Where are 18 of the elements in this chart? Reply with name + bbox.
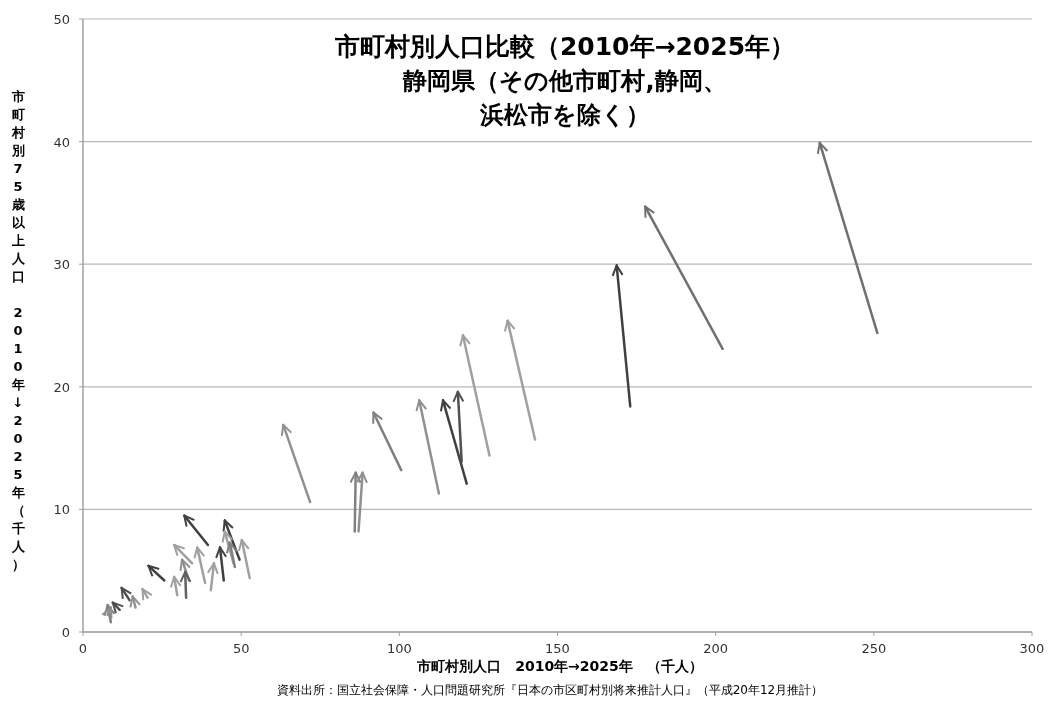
text: 市町村別人口比較（2010年→2025年） — [333, 31, 797, 63]
y-tick-label: 0 — [61, 625, 70, 640]
x-tick-label: 50 — [232, 641, 250, 656]
y-tick-label: 10 — [53, 502, 70, 518]
y-tick-label: 20 — [53, 379, 70, 395]
x-tick-label: 100 — [386, 641, 412, 656]
x-tick-label: 150 — [545, 641, 570, 656]
text: 市町村別75歳以上人口 2010年↓2025年（千人） — [11, 89, 25, 572]
x-tick-label: 0 — [78, 641, 88, 656]
text: 資料出所：国立社会保障・人口問題研究所『日本の市区町村別将来推計人口』（平成20年12月推計） — [275, 682, 825, 699]
y-tick-label: 30 — [53, 257, 70, 273]
x-tick-label: 200 — [703, 641, 729, 656]
y-tick-label: 50 — [53, 12, 70, 27]
x-axis-title: 市町村別人口 2010年→2025年 （千人） — [416, 658, 704, 676]
x-tick-label: 300 — [1019, 641, 1045, 656]
x-tick-label: 250 — [861, 641, 887, 656]
y-tick-label: 40 — [53, 134, 70, 150]
text: 静岡県（その他市町村,静岡、浜松市を除く） — [401, 66, 728, 131]
